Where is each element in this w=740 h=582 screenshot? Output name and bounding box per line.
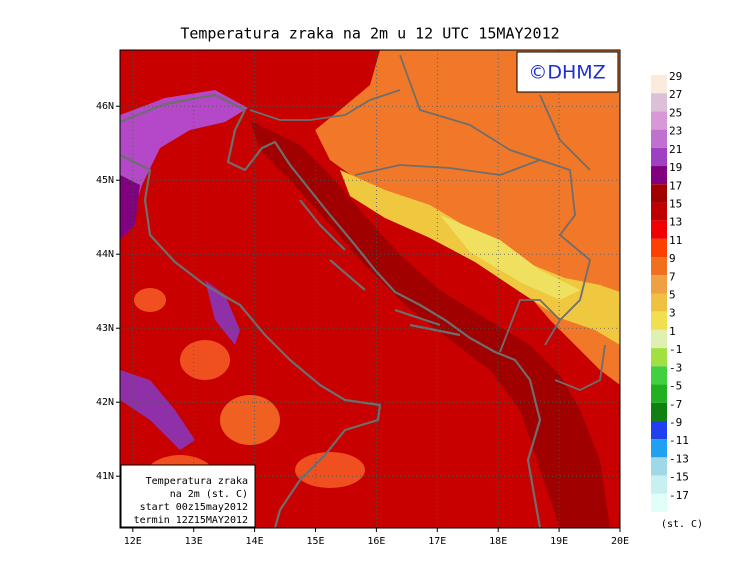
y-tick-label: 43N [96,323,114,334]
colorbar-label: 23 [669,125,682,138]
purple-coast [120,370,195,450]
borders [249,54,606,391]
graticule: 12E 13E 14E 15E 16E 17E 18E 19E 20E 46N 45N 44N 43N 4… [96,50,629,547]
warm-patch [134,288,166,312]
info-box [120,464,256,528]
y-tick-label: 41N [96,471,114,482]
colorbar-box [651,184,667,203]
warm-patch [220,395,280,445]
colorbar-box [651,457,667,476]
colorbar-box [651,475,667,494]
colorbar-label: 3 [669,307,676,320]
colorbar-box [651,402,667,421]
colorbar-box [651,93,667,112]
x-tick-label: 20E [611,536,629,547]
colorbar-box [651,166,667,185]
colorbar-box [651,147,667,167]
colorbar-label: -13 [669,452,689,465]
warm-patch [295,452,365,488]
colorbar-label: 1 [669,325,676,338]
colorbar-box [651,348,667,367]
purple-dark [120,175,140,240]
x-tick-label: 19E [550,536,568,547]
coastal-cool [250,120,610,528]
y-tick-label: 44N [96,249,114,260]
y-tick-label: 42N [96,397,114,408]
colorbar-label: 9 [669,252,676,265]
colorbar-box [651,493,667,512]
colorbar-box [651,329,667,349]
colorbar-unit: (st. C) [661,519,703,530]
logo: ©DHMZ [528,62,605,84]
colorbar-box [651,293,667,312]
colorbar-label: 15 [669,197,682,210]
colorbar-box [651,420,667,440]
x-tick-label: 15E [306,536,324,547]
colorbar-label: 5 [669,289,676,302]
info-line: termin 12Z15MAY2012 [134,515,248,526]
colorbar-label: 25 [669,106,682,119]
logo-box [516,51,619,93]
colorbar-label: 19 [669,161,682,174]
yellow-core [440,215,580,300]
purple-inland [205,280,240,345]
colorbar-label: -15 [669,471,689,484]
coastline-italy [120,154,382,528]
colorbar-box [651,75,667,94]
y-tick-label: 45N [96,175,114,186]
colorbar-label: -9 [669,416,682,429]
x-tick-label: 13E [185,536,203,547]
colorbar-label: 29 [669,70,682,83]
colorbar-box [651,366,667,385]
info-line: Temperatura zraka [146,476,248,487]
colorbar-box [651,257,667,276]
islands [299,199,461,337]
colorbar-box [651,439,667,458]
colorbar-box [651,129,667,148]
colorbar-label: 27 [669,88,682,101]
colorbar-label: 13 [669,216,682,229]
x-tick-label: 17E [428,536,446,547]
colorbar: 29 27 25 23 21 19 17 15 13 11 9 7 5 3 1 -1 -3 -5 -7 -9 -11 -1… [651,70,689,512]
map-frame [119,49,621,529]
colorbar-label: 21 [669,143,682,156]
colorbar-label: -3 [669,361,682,374]
colorbar-label: 11 [669,234,682,247]
colorbar-label: -7 [669,398,682,411]
colorbar-box [651,384,667,403]
temperature-field [120,50,620,528]
colorbar-box [651,311,667,330]
title: Temperatura zraka na 2m u 12 UTC 15MAY20… [180,25,559,43]
colorbar-box [651,202,667,221]
x-tick-label: 14E [246,536,264,547]
x-tick-label: 12E [124,536,142,547]
colorbar-label: 17 [669,179,682,192]
y-tick-label: 46N [96,101,114,112]
info-line: na 2m (st. C) [170,489,248,500]
info-line: start 00z15may2012 [140,502,248,513]
colorbar-label: -1 [669,343,682,356]
colorbar-box [651,238,667,258]
colorbar-box [651,220,667,239]
x-tick-label: 16E [367,536,385,547]
colorbar-box [651,111,667,130]
colorbar-label: -5 [669,380,682,393]
warm-patch [180,340,230,380]
colorbar-label: -11 [669,434,689,447]
x-tick-label: 18E [489,536,507,547]
colorbar-box [651,275,667,294]
colorbar-label: 7 [669,270,676,283]
coastline-east [120,93,542,528]
purple-po-valley [120,90,248,240]
info-text: Temperatura zraka na 2m (st. C) start 00z1… [134,476,248,526]
colorbar-label: -17 [669,489,689,502]
